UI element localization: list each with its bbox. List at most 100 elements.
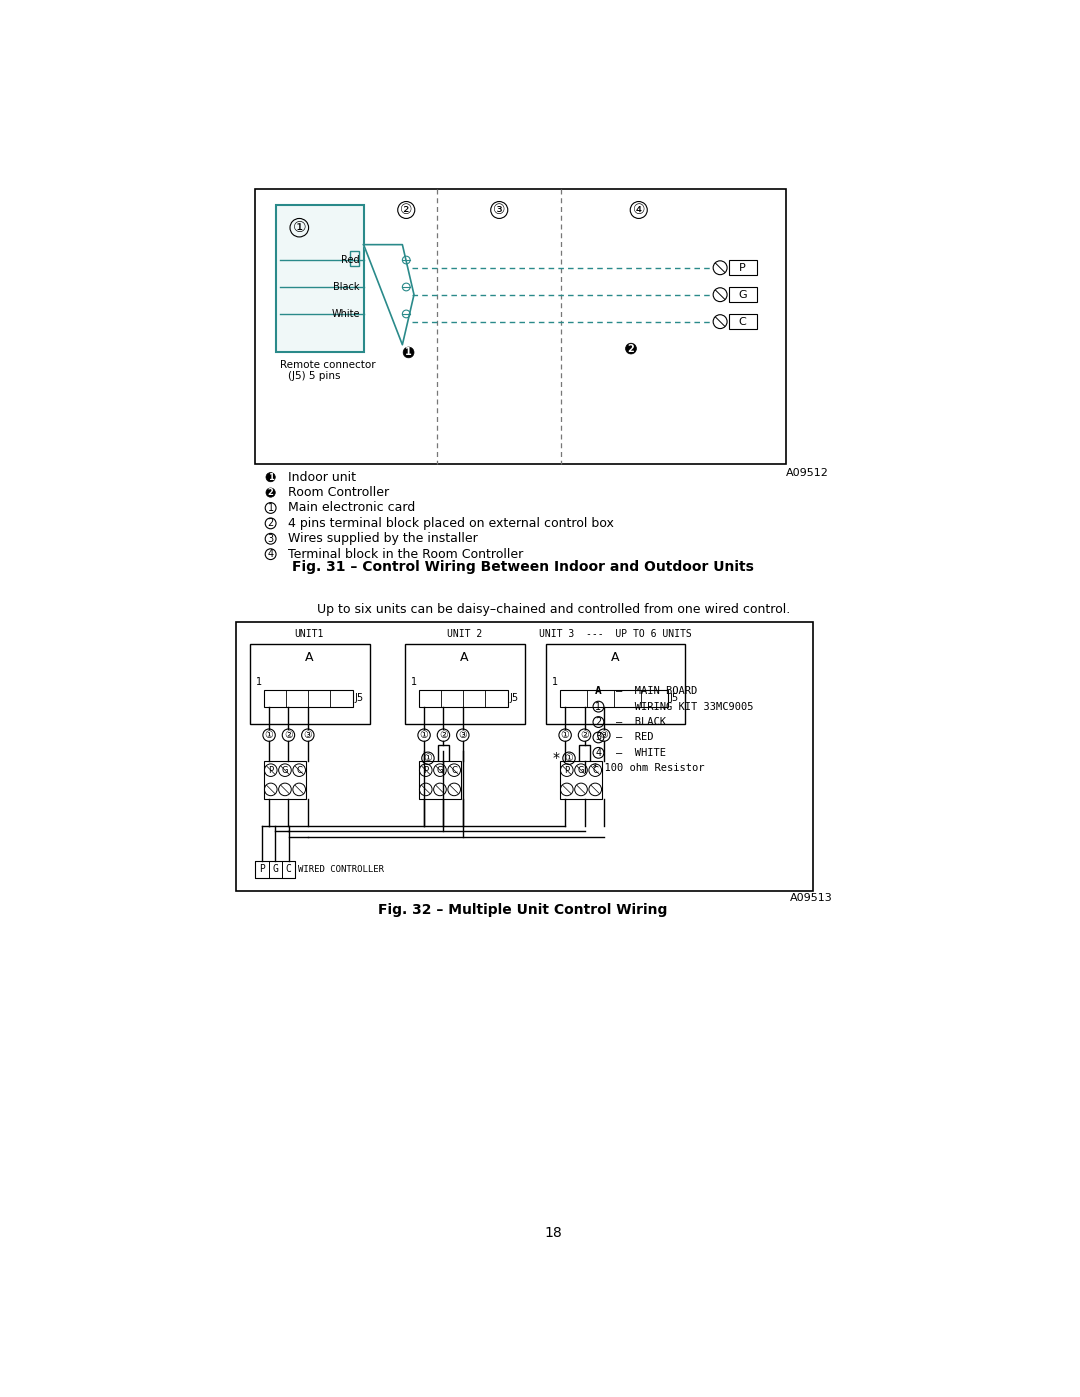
Text: 18: 18 — [544, 1227, 563, 1241]
Text: Remote connector: Remote connector — [280, 360, 376, 370]
Text: ③: ③ — [599, 731, 608, 740]
Circle shape — [266, 488, 275, 497]
Text: P: P — [739, 263, 746, 272]
Text: Black: Black — [334, 282, 360, 292]
Text: –  WIRING KIT 33MC9005: – WIRING KIT 33MC9005 — [616, 701, 753, 711]
Text: A: A — [460, 651, 469, 664]
Text: Terminal block in the Room Controller: Terminal block in the Room Controller — [288, 548, 524, 560]
Text: A09512: A09512 — [786, 468, 828, 478]
Text: ②: ② — [580, 731, 589, 740]
Text: *: * — [553, 752, 559, 766]
Circle shape — [625, 344, 636, 353]
Text: 2: 2 — [627, 344, 634, 353]
Text: 4 pins terminal block placed on external control box: 4 pins terminal block placed on external… — [288, 517, 615, 529]
Text: J5: J5 — [510, 693, 518, 703]
Bar — [264, 760, 307, 799]
Text: ①: ① — [265, 731, 273, 740]
Text: P: P — [564, 766, 569, 775]
Text: WIRED CONTROLLER: WIRED CONTROLLER — [298, 865, 383, 873]
Text: C: C — [451, 766, 457, 775]
Bar — [729, 286, 757, 302]
Text: G: G — [739, 289, 747, 300]
Bar — [276, 204, 364, 352]
Text: 1: 1 — [595, 701, 602, 711]
Text: ③: ③ — [303, 731, 312, 740]
Text: Indoor unit: Indoor unit — [288, 471, 356, 483]
Bar — [282, 861, 296, 877]
Text: C: C — [592, 766, 598, 775]
Text: G: G — [578, 766, 584, 775]
Text: 4: 4 — [595, 747, 602, 757]
Text: ①: ① — [565, 753, 573, 763]
Bar — [249, 644, 369, 725]
Text: ②: ② — [284, 731, 293, 740]
Text: 1: 1 — [268, 503, 273, 513]
Text: –  BLACK: – BLACK — [616, 717, 665, 726]
Text: ④: ④ — [633, 203, 645, 217]
Text: P: P — [268, 766, 273, 775]
Text: J5: J5 — [670, 693, 679, 703]
Text: 1: 1 — [268, 472, 273, 482]
Text: ①: ① — [420, 731, 429, 740]
Text: 1: 1 — [552, 678, 558, 687]
Text: ①: ① — [423, 753, 432, 763]
Bar — [255, 861, 296, 877]
Text: White: White — [332, 309, 360, 319]
Text: 1: 1 — [405, 348, 411, 358]
Bar — [559, 760, 603, 799]
Text: A: A — [595, 686, 602, 696]
Bar — [419, 760, 461, 799]
Text: C: C — [286, 865, 292, 875]
Text: –  RED: – RED — [616, 732, 653, 742]
Circle shape — [403, 346, 414, 358]
Text: Wires supplied by the installer: Wires supplied by the installer — [288, 532, 478, 545]
Bar — [438, 745, 449, 773]
Bar — [350, 251, 359, 267]
Text: ②: ② — [400, 203, 413, 217]
Polygon shape — [364, 244, 414, 345]
Text: ③: ③ — [458, 731, 468, 740]
Text: P: P — [423, 766, 429, 775]
Bar — [419, 690, 508, 707]
Text: UNIT1: UNIT1 — [295, 629, 324, 638]
Text: ①: ① — [293, 221, 306, 235]
Text: 1: 1 — [256, 678, 262, 687]
Text: G: G — [282, 766, 288, 775]
Text: 3: 3 — [595, 732, 602, 742]
Text: UNIT 3  ---  UP TO 6 UNITS: UNIT 3 --- UP TO 6 UNITS — [539, 629, 692, 638]
Bar — [235, 622, 813, 891]
Bar — [729, 260, 757, 275]
Text: ②: ② — [440, 731, 448, 740]
Text: G: G — [272, 865, 279, 875]
Text: 2: 2 — [268, 518, 273, 528]
Bar — [255, 189, 786, 464]
Text: 1: 1 — [410, 678, 417, 687]
Bar — [559, 690, 669, 707]
Bar — [405, 644, 525, 725]
Text: 4: 4 — [268, 549, 273, 559]
Text: Fig. 31 – Control Wiring Between Indoor and Outdoor Units: Fig. 31 – Control Wiring Between Indoor … — [292, 560, 754, 574]
Text: 2: 2 — [268, 488, 273, 497]
Text: Main electronic card: Main electronic card — [288, 502, 416, 514]
Bar — [255, 861, 269, 877]
Text: ①: ① — [561, 731, 569, 740]
Text: P: P — [259, 865, 265, 875]
Bar — [579, 745, 590, 773]
Text: 2: 2 — [595, 717, 602, 726]
Text: * 100 ohm Resistor: * 100 ohm Resistor — [592, 763, 705, 774]
Text: Up to six units can be daisy–chained and controlled from one wired control.: Up to six units can be daisy–chained and… — [316, 602, 791, 616]
Text: Room Controller: Room Controller — [288, 486, 390, 499]
Text: ③: ③ — [492, 203, 505, 217]
Text: A: A — [611, 651, 620, 664]
Text: A: A — [306, 651, 313, 664]
Text: C: C — [739, 317, 746, 327]
Text: UNIT 2: UNIT 2 — [447, 629, 482, 638]
Bar — [545, 644, 685, 725]
Text: –  WHITE: – WHITE — [616, 747, 665, 757]
Text: 3: 3 — [268, 534, 273, 543]
Text: Red: Red — [341, 256, 360, 265]
Bar — [269, 861, 282, 877]
Bar — [729, 314, 757, 330]
Text: C: C — [296, 766, 302, 775]
Text: J5: J5 — [354, 693, 364, 703]
